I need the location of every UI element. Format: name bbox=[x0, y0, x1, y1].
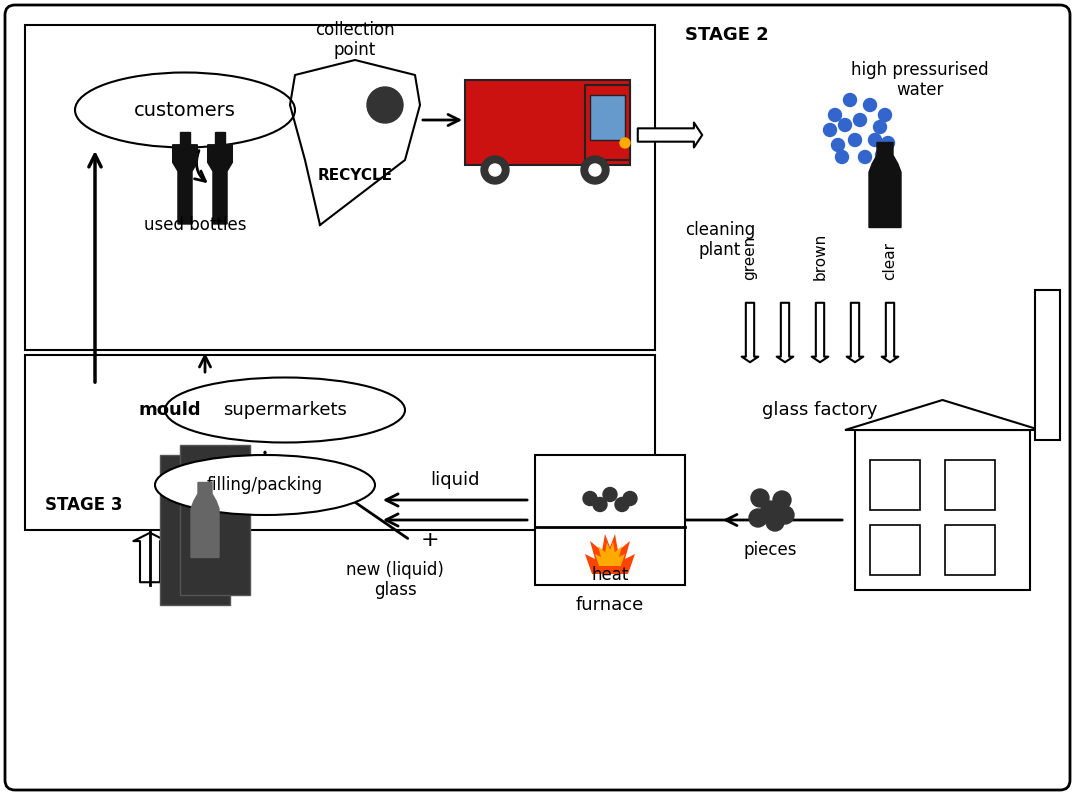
Circle shape bbox=[832, 138, 845, 152]
FancyBboxPatch shape bbox=[25, 355, 655, 530]
Circle shape bbox=[829, 108, 841, 122]
FancyBboxPatch shape bbox=[180, 445, 250, 595]
Ellipse shape bbox=[75, 72, 295, 148]
Circle shape bbox=[844, 94, 856, 107]
FancyBboxPatch shape bbox=[465, 80, 631, 165]
Text: cleaning
plant: cleaning plant bbox=[685, 220, 755, 259]
Text: +: + bbox=[421, 530, 439, 550]
Circle shape bbox=[864, 99, 877, 111]
Text: collection
point: collection point bbox=[315, 21, 395, 60]
Text: liquid: liquid bbox=[430, 471, 480, 489]
Polygon shape bbox=[192, 483, 220, 557]
Text: STAGE 3: STAGE 3 bbox=[45, 496, 123, 514]
Circle shape bbox=[749, 509, 767, 527]
Text: filling/packing: filling/packing bbox=[207, 476, 323, 494]
Circle shape bbox=[853, 114, 866, 126]
Circle shape bbox=[881, 137, 894, 149]
Text: brown: brown bbox=[812, 233, 827, 280]
Circle shape bbox=[874, 121, 887, 134]
Text: supermarkets: supermarkets bbox=[223, 401, 346, 419]
Text: heat: heat bbox=[592, 566, 628, 584]
FancyBboxPatch shape bbox=[160, 455, 230, 605]
Circle shape bbox=[615, 498, 629, 511]
FancyBboxPatch shape bbox=[590, 95, 625, 140]
Circle shape bbox=[751, 489, 769, 507]
Circle shape bbox=[367, 87, 404, 123]
Circle shape bbox=[868, 134, 881, 146]
Bar bbox=[870, 525, 920, 575]
Bar bbox=[1035, 290, 1060, 440]
Text: new (liquid)
glass: new (liquid) glass bbox=[346, 560, 444, 599]
Circle shape bbox=[761, 501, 779, 519]
Text: high pressurised
water: high pressurised water bbox=[851, 60, 989, 99]
FancyBboxPatch shape bbox=[5, 5, 1070, 790]
Circle shape bbox=[849, 134, 862, 146]
Circle shape bbox=[583, 491, 597, 506]
Circle shape bbox=[603, 487, 617, 502]
Circle shape bbox=[838, 118, 851, 131]
Polygon shape bbox=[845, 400, 1040, 430]
Polygon shape bbox=[291, 60, 420, 225]
Circle shape bbox=[823, 123, 836, 137]
Text: glass factory: glass factory bbox=[762, 401, 878, 419]
Text: green: green bbox=[742, 235, 758, 280]
Bar bbox=[855, 430, 1030, 590]
Text: customers: customers bbox=[134, 100, 236, 119]
Ellipse shape bbox=[155, 455, 376, 515]
Circle shape bbox=[878, 108, 892, 122]
Circle shape bbox=[593, 498, 607, 511]
Polygon shape bbox=[585, 534, 635, 574]
Circle shape bbox=[835, 150, 849, 164]
Circle shape bbox=[876, 149, 889, 161]
Bar bbox=[535, 455, 685, 585]
Circle shape bbox=[589, 164, 601, 176]
Circle shape bbox=[489, 164, 501, 176]
Text: STAGE 2: STAGE 2 bbox=[685, 26, 768, 44]
Bar bbox=[870, 460, 920, 510]
Text: pieces: pieces bbox=[744, 541, 796, 559]
Circle shape bbox=[581, 156, 609, 184]
Circle shape bbox=[859, 150, 872, 164]
Text: mould: mould bbox=[139, 401, 201, 419]
Text: used bottles: used bottles bbox=[144, 216, 246, 234]
Polygon shape bbox=[215, 132, 225, 145]
Ellipse shape bbox=[165, 378, 405, 443]
Polygon shape bbox=[172, 145, 197, 224]
FancyBboxPatch shape bbox=[585, 85, 631, 160]
Circle shape bbox=[620, 138, 631, 148]
FancyBboxPatch shape bbox=[25, 25, 655, 350]
Polygon shape bbox=[180, 132, 190, 145]
Text: furnace: furnace bbox=[576, 596, 645, 614]
Circle shape bbox=[766, 513, 784, 531]
Polygon shape bbox=[595, 542, 625, 566]
Bar bbox=[945, 460, 995, 510]
Circle shape bbox=[773, 491, 791, 509]
Polygon shape bbox=[208, 145, 232, 224]
Polygon shape bbox=[869, 142, 901, 227]
Text: RECYCLE: RECYCLE bbox=[317, 168, 393, 183]
Circle shape bbox=[623, 491, 637, 506]
Circle shape bbox=[481, 156, 509, 184]
Text: clear: clear bbox=[882, 242, 897, 280]
Circle shape bbox=[776, 506, 794, 524]
Bar bbox=[945, 525, 995, 575]
